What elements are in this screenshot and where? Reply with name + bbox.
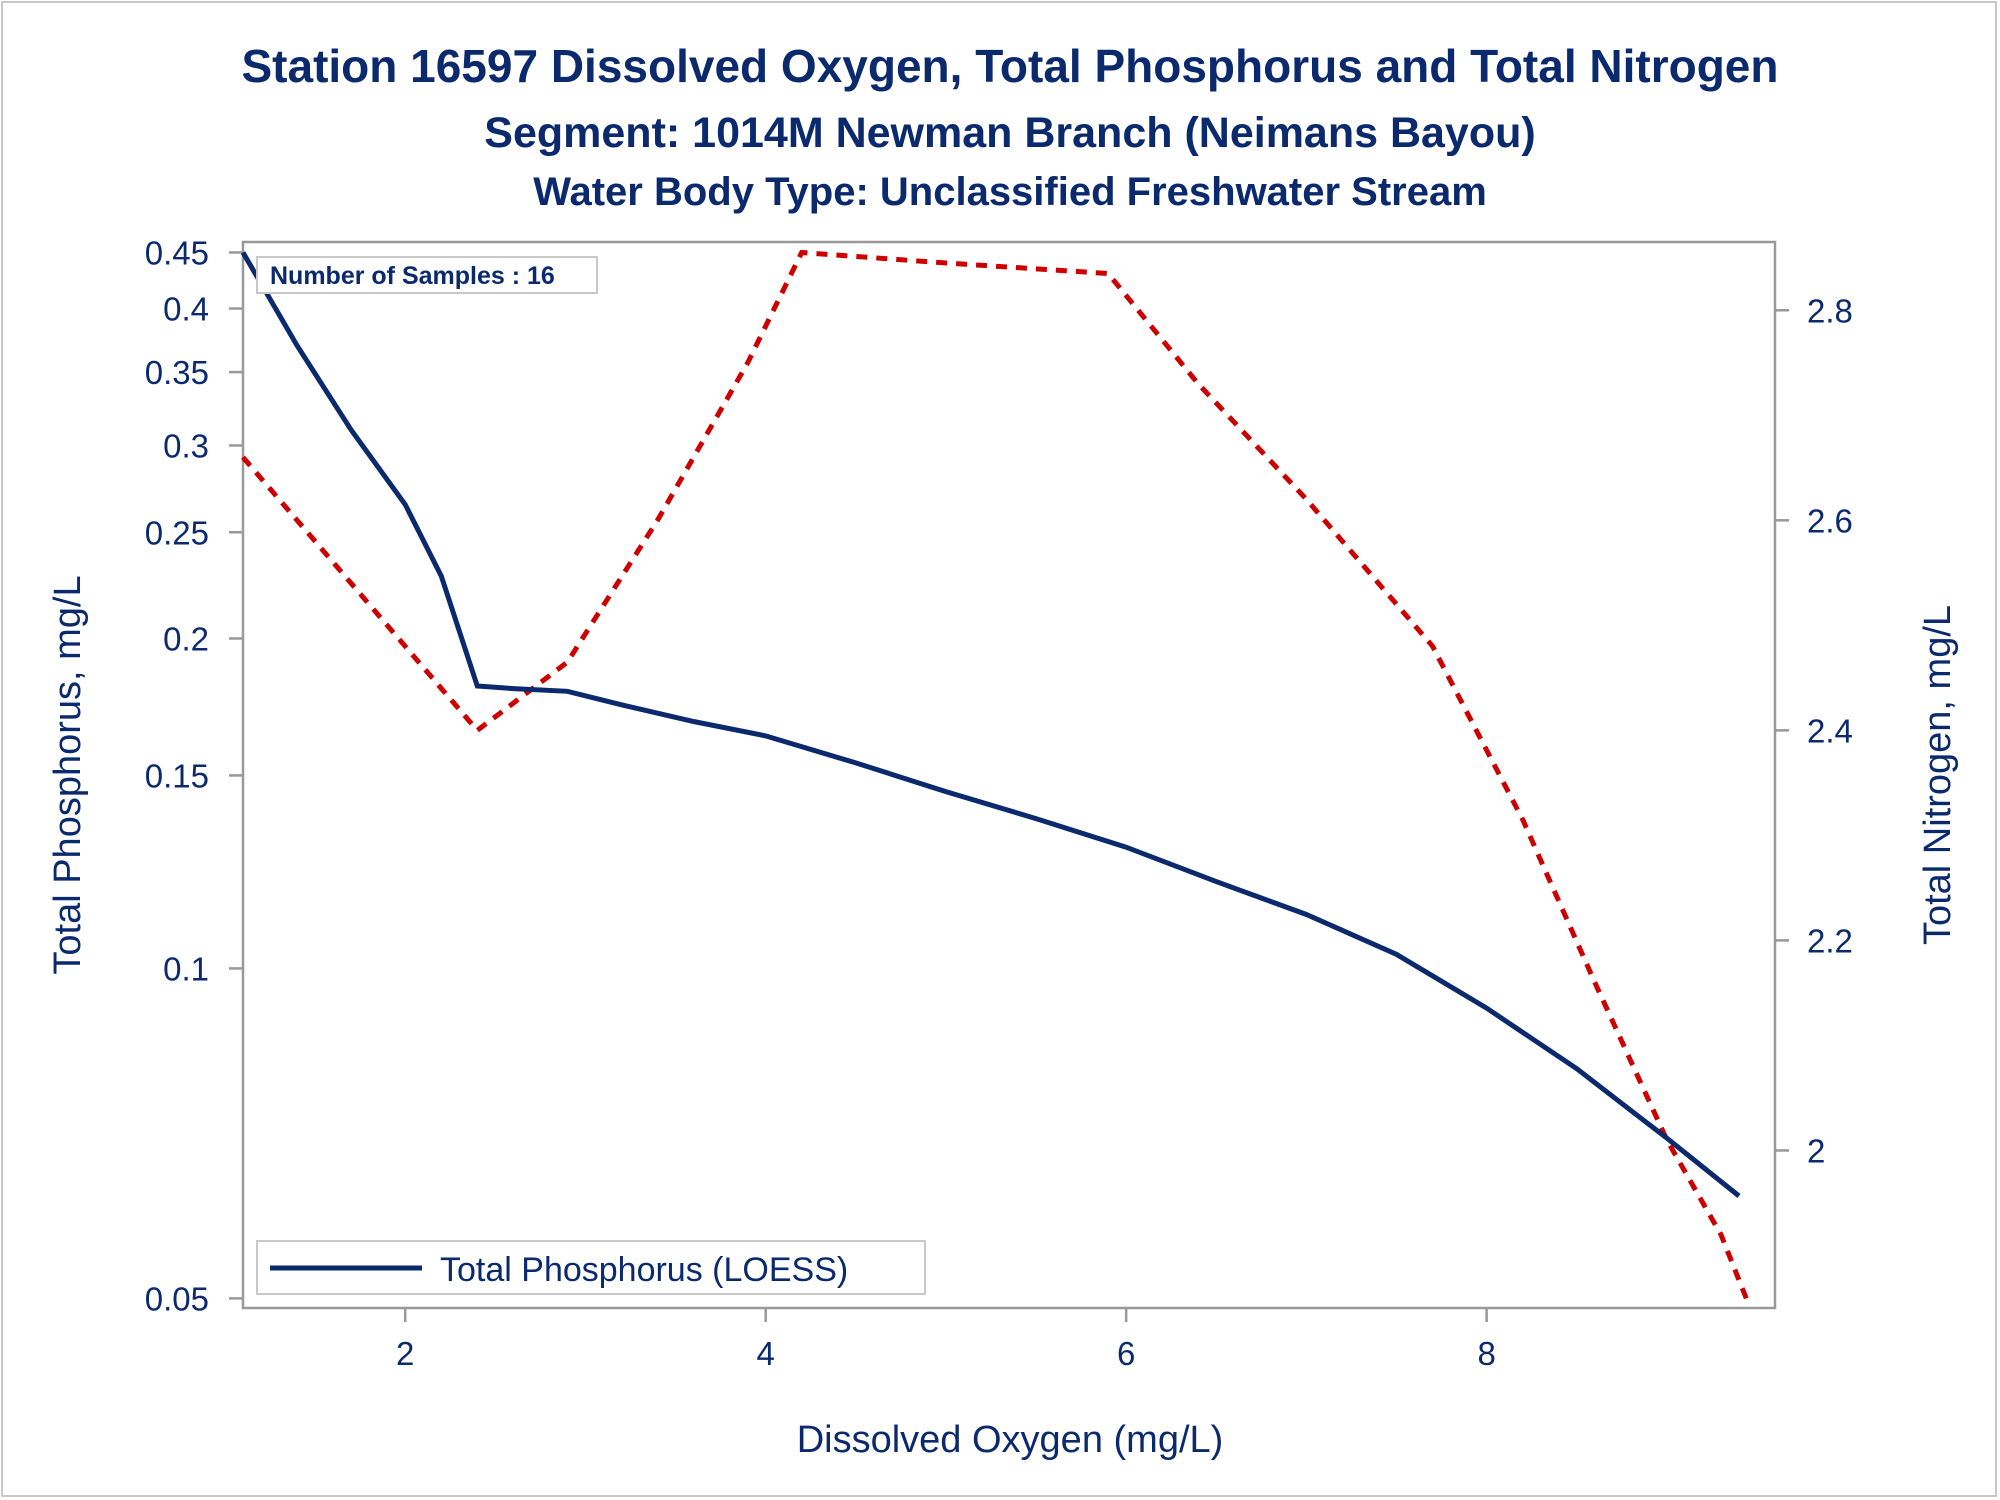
x-tick-label: 4 — [757, 1335, 775, 1372]
y-tick-label: 0.3 — [163, 427, 209, 464]
x-axis-ticks: 2 4 6 8 — [396, 1308, 1496, 1372]
x-tick-label: 2 — [396, 1335, 414, 1372]
y-axis-ticks: 0.05 0.1 0.15 0.2 0.25 0.3 0.35 0.4 0.45 — [145, 234, 243, 1317]
y-tick-label: 0.05 — [145, 1280, 209, 1317]
y2-tick-label: 2.4 — [1807, 712, 1853, 749]
y2-axis-ticks: 2 2.2 2.4 2.6 2.8 — [1775, 292, 1853, 1169]
sample-count-text: Number of Samples : 16 — [270, 262, 555, 290]
x-axis-label: Dissolved Oxygen (mg/L) — [797, 1419, 1224, 1461]
y-tick-label: 0.2 — [163, 620, 209, 657]
total-phosphorus-line — [240, 251, 1741, 1198]
y-tick-label: 0.45 — [145, 234, 209, 271]
x-tick-label: 8 — [1477, 1335, 1495, 1372]
y-tick-label: 0.35 — [145, 354, 209, 391]
y2-tick-label: 2.2 — [1807, 922, 1853, 959]
sample-count-annotation: Number of Samples : 16 — [256, 256, 598, 294]
x-tick-label: 6 — [1117, 1335, 1135, 1372]
chart-subtitle-segment: Segment: 1014M Newman Branch (Neimans Ba… — [484, 109, 1535, 157]
plot-area — [241, 240, 1777, 1310]
y-axis-label: Total Phosphorus, mg/L — [47, 575, 89, 974]
chart-title: Station 16597 Dissolved Oxygen, Total Ph… — [241, 40, 1778, 92]
total-nitrogen-line — [241, 249, 1751, 1304]
y-tick-label: 0.15 — [145, 757, 209, 794]
y2-tick-label: 2 — [1807, 1132, 1825, 1169]
y-tick-label: 0.25 — [145, 514, 209, 551]
chart-subtitle-water-body: Water Body Type: Unclassified Freshwater… — [533, 170, 1487, 214]
legend: Total Phosphorus (LOESS) — [256, 1240, 926, 1295]
y2-axis-label: Total Nitrogen, mg/L — [1917, 605, 1959, 945]
y-tick-label: 0.4 — [163, 291, 209, 328]
y-tick-label: 0.1 — [163, 950, 209, 987]
y2-tick-label: 2.8 — [1807, 292, 1853, 329]
y2-tick-label: 2.6 — [1807, 502, 1853, 539]
legend-tp-label: Total Phosphorus (LOESS) — [440, 1251, 848, 1289]
